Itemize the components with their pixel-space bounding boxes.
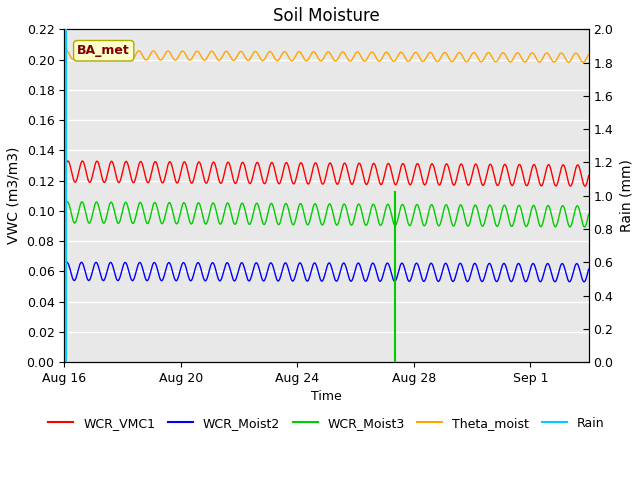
- Text: BA_met: BA_met: [77, 44, 130, 57]
- Y-axis label: Rain (mm): Rain (mm): [619, 159, 633, 232]
- Y-axis label: VWC (m3/m3): VWC (m3/m3): [7, 147, 21, 244]
- Title: Soil Moisture: Soil Moisture: [273, 7, 380, 25]
- Legend: WCR_VMC1, WCR_Moist2, WCR_Moist3, Theta_moist, Rain: WCR_VMC1, WCR_Moist2, WCR_Moist3, Theta_…: [44, 412, 609, 435]
- X-axis label: Time: Time: [311, 390, 342, 403]
